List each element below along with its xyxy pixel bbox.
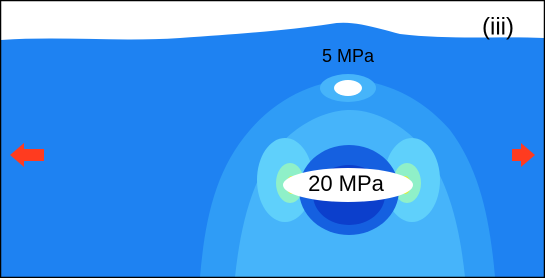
stress-map: (iii) 5 MPa 20 MPa xyxy=(0,0,545,278)
annotation: 20 MPa xyxy=(308,171,385,196)
pore-small xyxy=(334,80,362,96)
annotation: 5 MPa xyxy=(322,46,375,66)
panel-label: (iii) xyxy=(482,13,514,40)
